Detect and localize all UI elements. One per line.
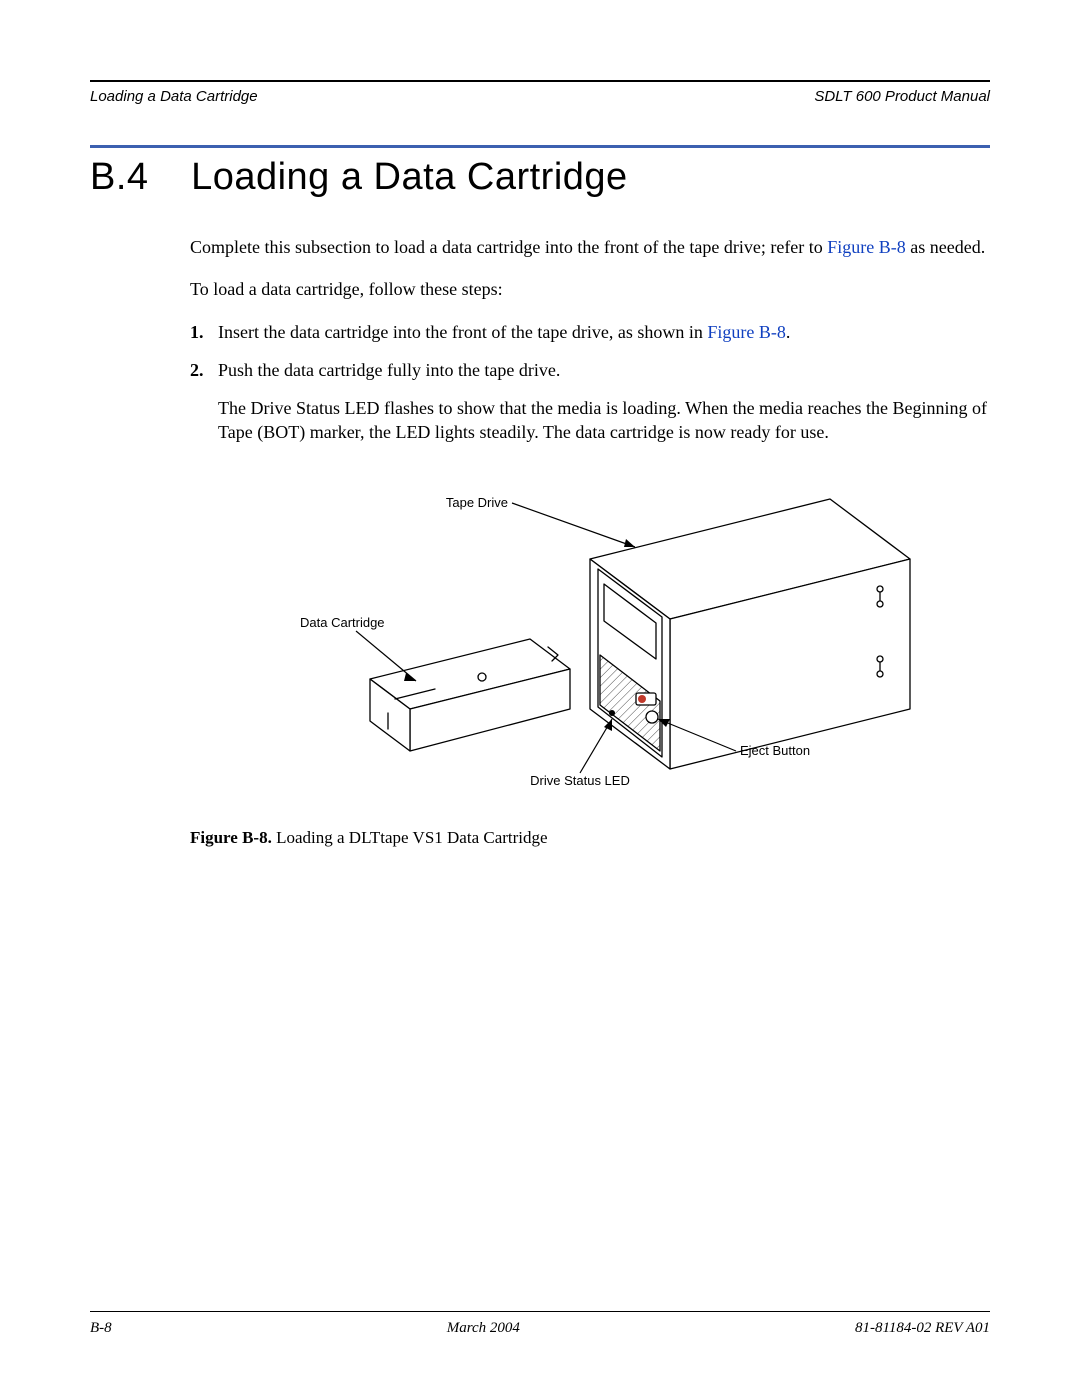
step-1: 1. Insert the data cartridge into the fr… xyxy=(190,320,990,344)
intro-before-link: Complete this subsection to load a data … xyxy=(190,237,827,257)
step-1-number: 1. xyxy=(190,320,218,344)
step-2: 2. Push the data cartridge fully into th… xyxy=(190,358,990,445)
figure-link-2[interactable]: Figure B-8 xyxy=(707,322,786,342)
section-title: B.4 Loading a Data Cartridge xyxy=(90,156,990,199)
section-rule xyxy=(90,145,990,148)
svg-text:Drive Status LED: Drive Status LED xyxy=(530,773,630,788)
footer-row: B-8 March 2004 81-81184-02 REV A01 xyxy=(90,1320,990,1337)
section-heading-text: Loading a Data Cartridge xyxy=(191,156,628,198)
label-data-cartridge: Data Cartridge xyxy=(300,615,416,681)
svg-text:Tape Drive: Tape Drive xyxy=(446,495,508,510)
svg-text:Eject Button: Eject Button xyxy=(740,743,810,758)
figure-link[interactable]: Figure B-8 xyxy=(827,237,906,257)
footer-center: March 2004 xyxy=(447,1320,520,1337)
step-2-text: Push the data cartridge fully into the t… xyxy=(218,358,990,382)
intro-paragraph: Complete this subsection to load a data … xyxy=(190,235,990,259)
figure-caption: Figure B-8. Loading a DLTtape VS1 Data C… xyxy=(190,827,990,850)
intro-after-link: as needed. xyxy=(906,237,985,257)
data-cartridge-icon xyxy=(370,639,570,751)
footer-left: B-8 xyxy=(90,1320,112,1337)
body-block: Complete this subsection to load a data … xyxy=(190,235,990,850)
step-2-follow: The Drive Status LED flashes to show tha… xyxy=(218,396,990,445)
svg-text:Data Cartridge: Data Cartridge xyxy=(300,615,385,630)
page: Loading a Data Cartridge SDLT 600 Produc… xyxy=(0,0,1080,1397)
step-1-body: Insert the data cartridge into the front… xyxy=(218,320,990,344)
label-tape-drive: Tape Drive xyxy=(446,495,635,547)
step-1-before-link: Insert the data cartridge into the front… xyxy=(218,322,707,342)
footer: B-8 March 2004 81-81184-02 REV A01 xyxy=(90,1311,990,1337)
tape-drive-icon xyxy=(590,499,910,769)
steps-list: 1. Insert the data cartridge into the fr… xyxy=(190,320,990,445)
running-head-right: SDLT 600 Product Manual xyxy=(814,88,990,105)
step-2-number: 2. xyxy=(190,358,218,445)
figure-caption-text: Loading a DLTtape VS1 Data Cartridge xyxy=(272,828,548,847)
step-1-after-link: . xyxy=(786,322,791,342)
section-number: B.4 xyxy=(90,156,180,199)
label-drive-status-led: Drive Status LED xyxy=(530,719,630,788)
top-rule xyxy=(90,80,990,82)
step-2-body: Push the data cartridge fully into the t… xyxy=(218,358,990,445)
running-head-left: Loading a Data Cartridge xyxy=(90,88,258,105)
figure-svg: Tape Drive Data Cartridge Eject Button xyxy=(240,469,940,809)
running-head: Loading a Data Cartridge SDLT 600 Produc… xyxy=(90,88,990,105)
footer-rule xyxy=(90,1311,990,1312)
lead-paragraph: To load a data cartridge, follow these s… xyxy=(190,277,990,301)
footer-right: 81-81184-02 REV A01 xyxy=(855,1320,990,1337)
figure: Tape Drive Data Cartridge Eject Button xyxy=(190,469,990,850)
figure-caption-head: Figure B-8. xyxy=(190,828,272,847)
